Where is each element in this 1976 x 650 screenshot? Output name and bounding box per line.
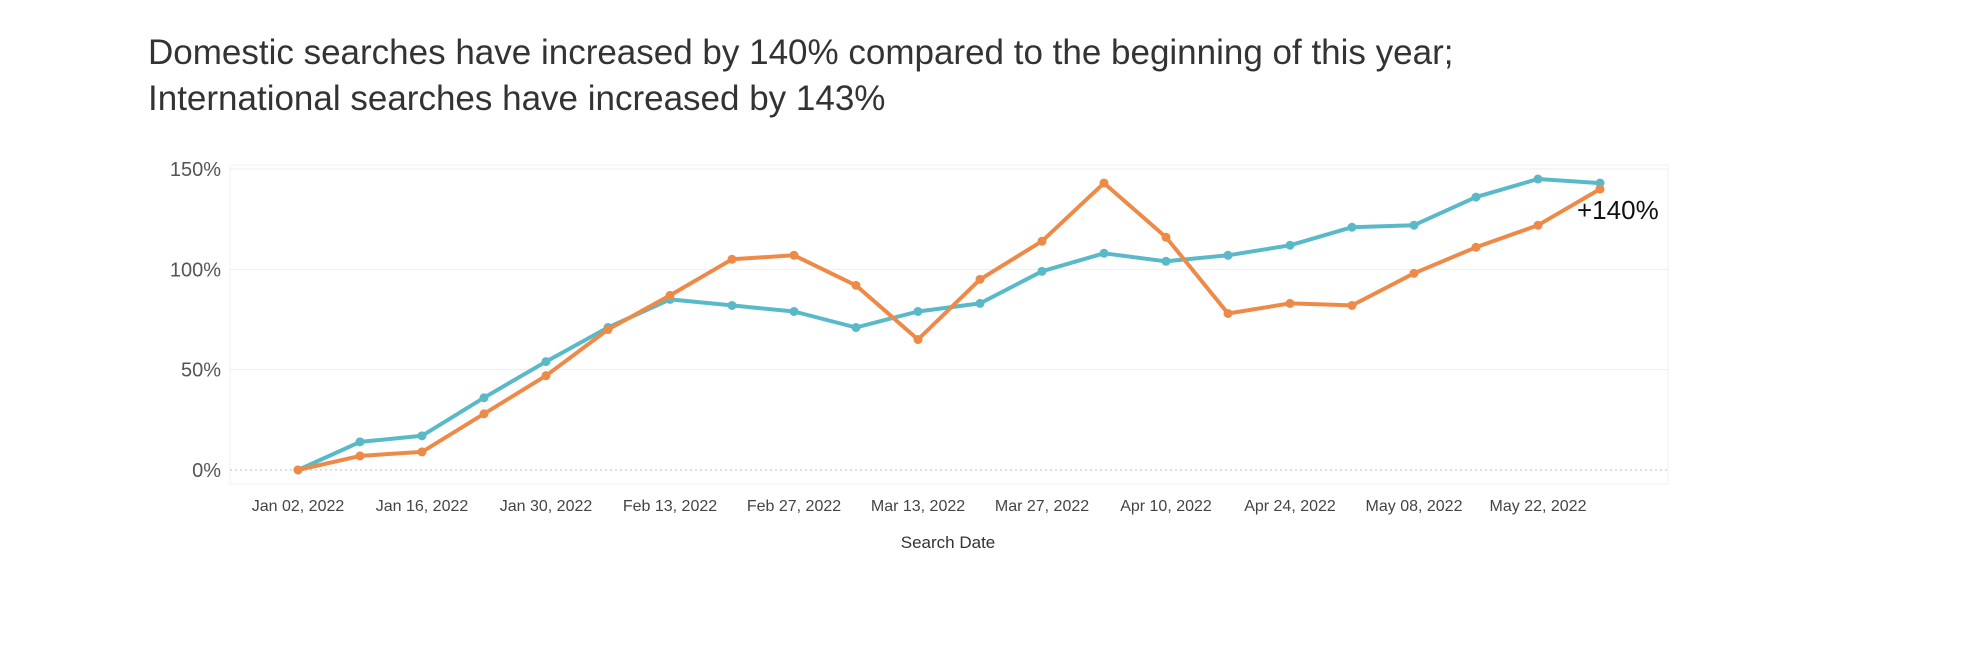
data-point [727,254,737,264]
data-point [355,437,365,447]
x-tick-label: Jan 16, 2022 [376,498,469,515]
data-point [603,325,613,335]
y-tick-label: 0% [192,460,221,482]
data-point [1161,232,1171,242]
data-point [1347,300,1357,310]
x-tick-label: May 22, 2022 [1490,498,1587,515]
x-tick-label: Feb 27, 2022 [747,498,841,515]
x-tick-label: Mar 13, 2022 [871,498,965,515]
x-tick-label: Jan 30, 2022 [500,498,593,515]
data-point [1099,248,1109,258]
data-point [1471,192,1481,202]
chart-title-block: Domestic searches have increased by 140%… [148,30,1848,122]
x-tick-label: May 08, 2022 [1366,498,1463,515]
data-point [1533,174,1543,184]
x-tick-label: Jan 02, 2022 [252,498,345,515]
x-tick-label: Apr 10, 2022 [1120,498,1212,515]
data-point [1409,268,1419,278]
data-point [417,431,427,441]
data-point [665,290,675,300]
data-point [479,393,489,403]
data-point [1285,240,1295,250]
data-point [1037,236,1047,246]
data-point [479,409,489,419]
series-line [296,181,1602,472]
data-point [355,451,365,461]
data-point [789,306,799,316]
data-point [1347,222,1357,232]
data-point [789,250,799,260]
data-point [851,323,861,333]
y-tick-label: 100% [170,259,221,281]
data-point [913,306,923,316]
data-point [541,357,551,367]
data-point [1037,266,1047,276]
data-point [293,465,303,475]
x-tick-label: Feb 13, 2022 [623,498,717,515]
data-point [1595,184,1605,194]
data-point [851,280,861,290]
y-tick-label: 150% [170,159,221,181]
series-2 [293,178,1605,475]
x-tick-label: Apr 24, 2022 [1244,498,1336,515]
data-point [541,371,551,381]
y-axis-ticks: 0% 50% 100% 150% [170,159,221,482]
data-point [1471,242,1481,252]
data-point [975,298,985,308]
data-point [417,447,427,457]
x-tick-label: Mar 27, 2022 [995,498,1089,515]
x-axis-label: Search Date [901,533,996,552]
chart-subtitle: International searches have increased by… [148,79,886,118]
annotations-layer: +140% [1577,195,1659,225]
data-point [913,335,923,345]
data-point [1223,250,1233,260]
data-point [975,274,985,284]
series-1 [293,174,1605,475]
end-value-annotation: +140% [1577,195,1659,225]
x-axis-ticks: Jan 02, 2022 Jan 16, 2022 Jan 30, 2022 Feb … [252,498,1587,515]
data-point [1409,220,1419,230]
plot-frame [229,164,1669,485]
data-point [1161,256,1171,266]
data-point [1285,298,1295,308]
y-tick-label: 50% [181,360,221,382]
data-point [1533,220,1543,230]
series-layer [293,174,1605,475]
data-point [1223,308,1233,318]
data-point [1099,178,1109,188]
series-line [296,177,1602,472]
data-point [727,300,737,310]
chart-title: Domestic searches have increased by 140%… [148,33,1454,72]
